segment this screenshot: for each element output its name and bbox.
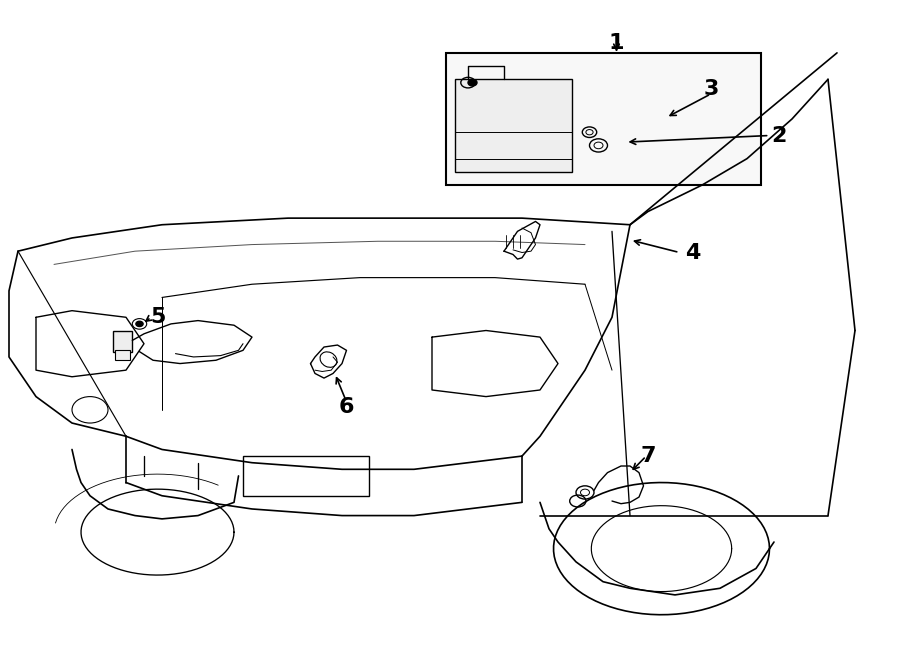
Text: 4: 4 xyxy=(685,243,701,262)
Bar xyxy=(454,79,572,172)
Circle shape xyxy=(136,321,143,327)
Bar xyxy=(115,350,130,360)
Bar xyxy=(446,53,760,185)
Text: 6: 6 xyxy=(338,397,355,416)
Text: 1: 1 xyxy=(608,33,625,53)
Text: 2: 2 xyxy=(770,126,787,145)
Text: 7: 7 xyxy=(640,446,656,466)
Text: 3: 3 xyxy=(703,79,719,99)
Bar xyxy=(243,456,369,496)
Text: 5: 5 xyxy=(149,307,166,327)
Bar xyxy=(112,330,132,352)
Circle shape xyxy=(468,79,477,86)
